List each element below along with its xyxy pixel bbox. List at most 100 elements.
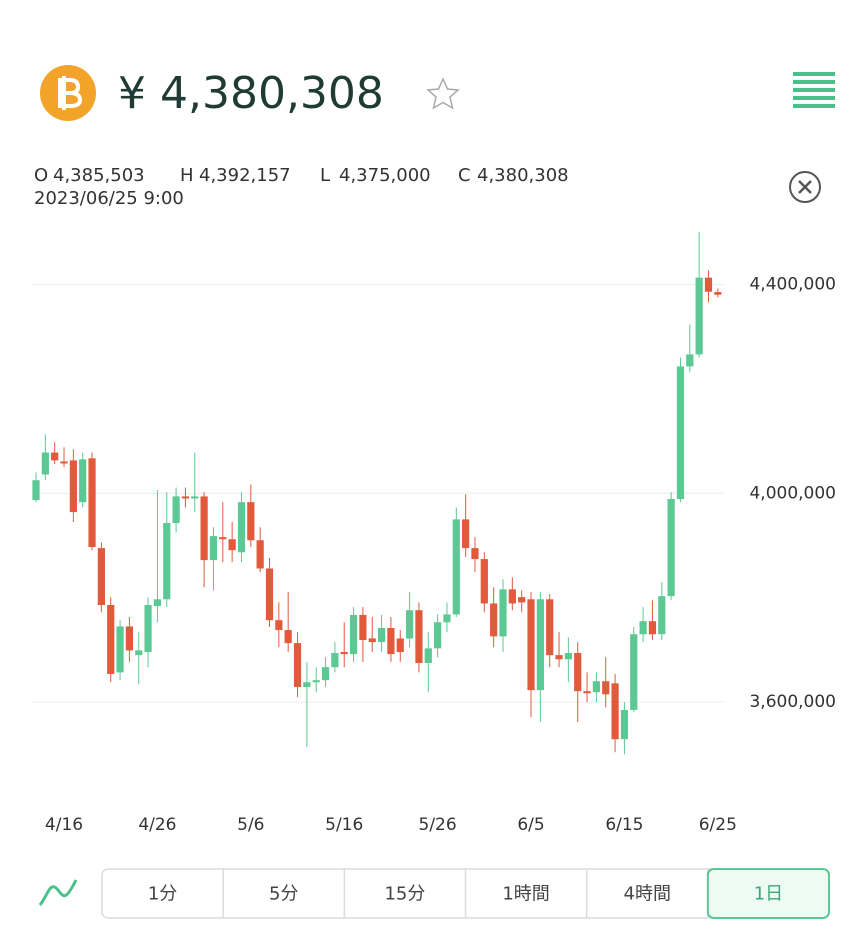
candle-body (293, 643, 302, 687)
candlestick-chart: 3,600,000 4,000,000 4,400,000 4/16 4/26 5/6 5/… (32, 232, 836, 835)
y-tick-label: 4,000,000 (749, 483, 836, 503)
favorite-star[interactable] (426, 77, 460, 110)
candle-body (228, 539, 236, 551)
candle-body (443, 614, 451, 623)
candle-body (424, 648, 432, 663)
candle-body (462, 519, 470, 549)
candle-body (499, 589, 507, 637)
candle-body (32, 480, 40, 501)
candle-body (490, 603, 498, 637)
y-tick-label: 3,600,000 (749, 692, 836, 712)
candle-body (125, 626, 133, 651)
candle-body (527, 599, 535, 691)
y-tick-label: 4,400,000 (749, 274, 836, 294)
timeframe-tabs: 1分 5分 15分 1時間 4時間 1日 (101, 868, 830, 919)
candle-body (639, 621, 647, 635)
candle-body (359, 614, 367, 640)
candle-body (41, 452, 49, 475)
candle-body (452, 519, 460, 615)
candle-body (676, 366, 685, 500)
candle-body (704, 277, 713, 292)
candle-body (107, 605, 115, 674)
candle-body (377, 627, 386, 643)
candle-body (79, 459, 87, 503)
ohlc-key: H (180, 165, 194, 186)
candle-body (312, 680, 320, 683)
tab-selected[interactable] (706, 868, 830, 919)
x-tick-label: 4/16 (45, 815, 83, 835)
candle-body (116, 626, 124, 673)
candle-body (219, 537, 227, 540)
x-tick-label: 6/25 (699, 815, 737, 835)
tab-label[interactable]: 1日 (754, 884, 783, 905)
candle-body (265, 568, 274, 621)
price: ¥ 4,380,308 (118, 68, 384, 119)
candle-body (135, 650, 143, 656)
x-tick-label: 5/6 (237, 815, 264, 835)
candle-body (555, 655, 563, 660)
candle-body (406, 610, 414, 639)
candle-body (620, 709, 629, 740)
candle-body (658, 596, 666, 635)
candle-body (536, 599, 544, 691)
candle-body (349, 614, 358, 655)
candle-body (592, 681, 600, 693)
candle-body (275, 620, 283, 631)
candle-body (191, 496, 199, 499)
candle-body (583, 691, 591, 694)
candle-body (69, 460, 77, 513)
candle-body (237, 502, 246, 553)
candle-body (303, 682, 311, 687)
candle-body (172, 496, 180, 524)
candle-body (611, 683, 619, 740)
x-tick-label: 5/16 (325, 815, 363, 835)
candle-body (284, 630, 292, 644)
candle-body (434, 622, 442, 649)
candle-body (331, 653, 339, 668)
tab-label[interactable]: 15分 (384, 884, 425, 905)
candle-body (51, 452, 59, 461)
candle-body (153, 599, 162, 607)
ohlc-value: 4,375,000 (339, 165, 431, 186)
candle-body (88, 458, 96, 548)
menu-icon[interactable] (793, 72, 835, 108)
candle-body (648, 621, 657, 635)
candle-body (564, 653, 572, 660)
candle-body (695, 277, 703, 355)
x-tick-label: 6/15 (605, 815, 643, 835)
ohlc-value: 4,392,157 (199, 165, 291, 186)
ohlc-key: C (458, 165, 471, 186)
x-tick-label: 4/26 (138, 815, 176, 835)
candle-body (480, 559, 488, 604)
ohlc-line: O 4,385,503 H 4,392,157 L 4,375,000 C 4,380,308 (34, 165, 569, 186)
ohlc-value: 4,385,503 (53, 165, 145, 186)
candle-body (686, 354, 694, 367)
candle-body (574, 653, 582, 692)
candle-body (396, 638, 404, 653)
candle-body (340, 652, 348, 655)
candle-body (247, 502, 255, 541)
ohlc-value: 4,380,308 (477, 165, 569, 186)
candle-body (97, 548, 105, 606)
close-button[interactable] (789, 171, 821, 203)
candle-body (209, 536, 218, 561)
candle-body (368, 638, 376, 643)
ohlc-key: L (320, 165, 330, 186)
ohlc-key: O (34, 165, 48, 186)
tab-label[interactable]: 5分 (269, 884, 298, 905)
candle-body (471, 548, 479, 560)
tab-label[interactable]: 1分 (148, 884, 177, 905)
chart-type-icon[interactable] (38, 879, 78, 906)
candle-body (508, 589, 516, 604)
tab-label[interactable]: 4時間 (624, 884, 671, 905)
bitcoin-icon (40, 65, 96, 121)
candle-body (60, 461, 68, 464)
x-tick-label: 5/26 (419, 815, 457, 835)
candle-body (181, 496, 190, 499)
candle-body (387, 627, 395, 655)
tab-label[interactable]: 1時間 (502, 884, 549, 905)
candle-body (321, 667, 330, 681)
candle-body (630, 634, 638, 710)
